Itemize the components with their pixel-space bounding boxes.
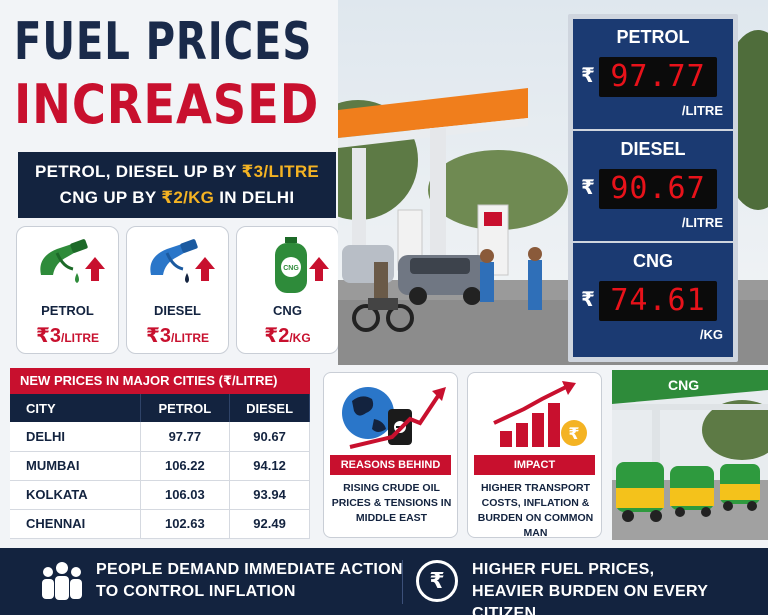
impact-box: ₹ IMPACT HIGHER TRANSPORT COSTS, INFLATI… bbox=[467, 372, 602, 539]
card-diesel-amount: ₹3 bbox=[145, 325, 172, 347]
card-petrol-unit: /LITRE bbox=[61, 331, 100, 345]
cng-cylinder-label: CNG bbox=[283, 265, 299, 272]
cng-station-illustration: CNG bbox=[612, 370, 768, 540]
cng-station-photo: CNG bbox=[612, 370, 768, 540]
price-board: PETROL ₹ 97.77 /LITRE DIESEL ₹ 90.67 /LI… bbox=[568, 14, 738, 362]
table-cell-city: DELHI bbox=[10, 422, 141, 452]
board-diesel-currency: ₹ bbox=[581, 177, 595, 199]
title-line-1: FUEL PRICES bbox=[14, 12, 313, 72]
card-diesel: DIESEL ₹3/LITRE bbox=[126, 226, 229, 354]
board-cng-unit: /KG bbox=[699, 327, 723, 342]
card-cng-unit: /KG bbox=[289, 331, 311, 345]
table-cell-diesel: 93.94 bbox=[229, 480, 310, 510]
footer-right-line-2: HEAVIER BURDEN ON EVERY CITIZEN bbox=[472, 583, 708, 615]
board-diesel-label: DIESEL bbox=[620, 139, 686, 159]
cng-station-sign: CNG bbox=[668, 377, 699, 393]
reasons-text: RISING CRUDE OIL PRICES & TENSIONS IN MI… bbox=[331, 482, 452, 524]
card-petrol-value: ₹3/LITRE bbox=[17, 323, 118, 348]
card-diesel-name: DIESEL bbox=[154, 303, 201, 318]
board-petrol-unit: /LITRE bbox=[681, 103, 723, 118]
table-cell-petrol: 106.03 bbox=[140, 480, 231, 510]
subtitle-line-2-highlight: ₹2/KG bbox=[161, 188, 215, 207]
card-cng-amount: ₹2 bbox=[264, 325, 290, 347]
subtitle-line-1-highlight: ₹3/LITRE bbox=[241, 162, 320, 181]
board-cng-price: 74.61 bbox=[599, 281, 717, 321]
board-cng-label: CNG bbox=[633, 251, 673, 271]
table-header-row: CITY PETROL DIESEL bbox=[10, 394, 310, 422]
impact-text: HIGHER TRANSPORT COSTS, INFLATION & BURD… bbox=[477, 482, 594, 539]
impact-coin-symbol: ₹ bbox=[568, 424, 579, 443]
subtitle-line-2: CNG UP BY ₹2/KG IN DELHI bbox=[18, 185, 336, 211]
subtitle-box: PETROL, DIESEL UP BY ₹3/LITRE CNG UP BY … bbox=[18, 152, 336, 218]
city-prices-table: CITY PETROL DIESEL DELHI 97.77 90.67 MUM… bbox=[10, 394, 310, 539]
subtitle-line-2-tail: IN DELHI bbox=[214, 188, 295, 207]
board-diesel-unit: /LITRE bbox=[681, 215, 723, 230]
impact-tag: IMPACT bbox=[474, 455, 595, 475]
subtitle-line-2-text: CNG UP BY bbox=[59, 188, 162, 207]
footer-left-line-1: PEOPLE DEMAND IMMEDIATE ACTION bbox=[96, 561, 403, 578]
footer-left-text: PEOPLE DEMAND IMMEDIATE ACTION TO CONTRO… bbox=[96, 559, 403, 603]
board-petrol: PETROL ₹ 97.77 /LITRE bbox=[573, 19, 733, 129]
reasons-tag: REASONS BEHIND HIKE bbox=[330, 455, 451, 491]
table-col-city: CITY bbox=[10, 394, 141, 422]
diesel-nozzle-icon bbox=[150, 239, 215, 283]
footer-left-line-2: TO CONTROL INFLATION bbox=[96, 583, 296, 600]
table-cell-diesel: 90.67 bbox=[229, 422, 310, 452]
table-cell-petrol: 106.22 bbox=[140, 451, 231, 481]
card-petrol-amount: ₹3 bbox=[35, 325, 62, 347]
table-row: MUMBAI 106.22 94.12 bbox=[10, 451, 310, 481]
table-col-petrol: PETROL bbox=[140, 394, 231, 422]
card-petrol-name: PETROL bbox=[41, 303, 94, 318]
board-petrol-label: PETROL bbox=[616, 27, 690, 47]
table-cell-city: KOLKATA bbox=[10, 480, 141, 510]
card-cng-name: CNG bbox=[273, 303, 302, 318]
subtitle-line-1-text: PETROL, DIESEL UP BY bbox=[34, 162, 242, 181]
footer-right-line-1: HIGHER FUEL PRICES, bbox=[472, 561, 655, 578]
board-diesel-price: 90.67 bbox=[599, 169, 717, 209]
table-row: DELHI 97.77 90.67 bbox=[10, 422, 310, 452]
table-cell-diesel: 94.12 bbox=[229, 451, 310, 481]
board-petrol-currency: ₹ bbox=[581, 65, 595, 87]
cng-cylinder-icon: CNG bbox=[275, 237, 329, 293]
card-cng-value: ₹2/KG bbox=[237, 323, 338, 348]
table-row: KOLKATA 106.03 93.94 bbox=[10, 480, 310, 510]
globe-oil-barrel-icon bbox=[342, 387, 446, 449]
table-col-diesel: DIESEL bbox=[229, 394, 310, 422]
rupee-circle-icon: ₹ bbox=[416, 560, 458, 602]
footer-divider bbox=[402, 560, 403, 604]
table-cell-city: CHENNAI bbox=[10, 509, 141, 539]
reasons-box: REASONS BEHIND HIKE RISING CRUDE OIL PRI… bbox=[323, 372, 458, 538]
board-cng: CNG ₹ 74.61 /KG bbox=[573, 241, 733, 351]
card-petrol: PETROL ₹3/LITRE bbox=[16, 226, 119, 354]
board-diesel: DIESEL ₹ 90.67 /LITRE bbox=[573, 129, 733, 239]
card-cng: CNG CNG ₹2/KG bbox=[236, 226, 339, 354]
footer-right-text: HIGHER FUEL PRICES, HEAVIER BURDEN ON EV… bbox=[472, 559, 768, 615]
card-diesel-value: ₹3/LITRE bbox=[127, 323, 228, 348]
people-group-icon bbox=[42, 562, 82, 600]
rising-bars-coin-icon: ₹ bbox=[493, 381, 587, 447]
table-cell-petrol: 97.77 bbox=[140, 422, 231, 452]
table-cell-petrol: 102.63 bbox=[140, 509, 231, 539]
title-line-2: INCREASED bbox=[14, 73, 320, 136]
footer: PEOPLE DEMAND IMMEDIATE ACTION TO CONTRO… bbox=[0, 548, 768, 615]
petrol-nozzle-icon bbox=[40, 239, 105, 283]
board-cng-currency: ₹ bbox=[581, 289, 595, 311]
board-petrol-price: 97.77 bbox=[599, 57, 717, 97]
subtitle-line-1: PETROL, DIESEL UP BY ₹3/LITRE bbox=[18, 159, 336, 185]
table-cell-diesel: 92.49 bbox=[229, 509, 310, 539]
table-cell-city: MUMBAI bbox=[10, 451, 141, 481]
table-heading: NEW PRICES IN MAJOR CITIES (₹/LITRE) bbox=[10, 368, 310, 394]
table-row: CHENNAI 102.63 92.49 bbox=[10, 509, 310, 539]
card-diesel-unit: /LITRE bbox=[171, 331, 210, 345]
